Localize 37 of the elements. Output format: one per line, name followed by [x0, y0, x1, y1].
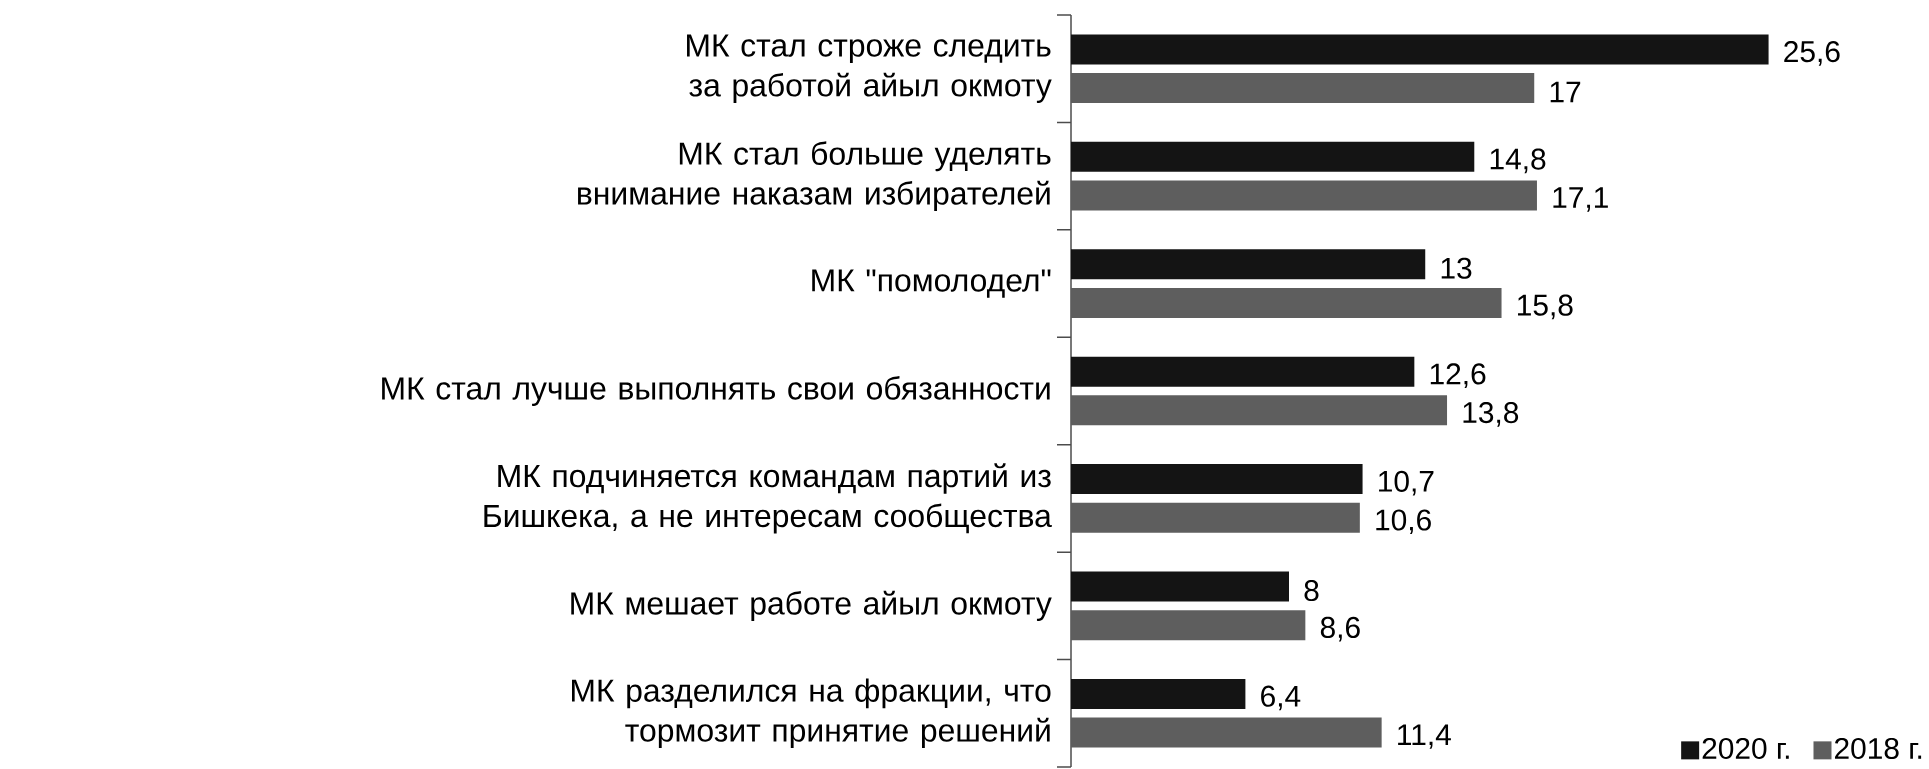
bar: [1071, 502, 1360, 533]
data-label: 10,6: [1376, 509, 1431, 535]
data-label: 13: [1441, 257, 1472, 279]
data-label: 10,7: [1379, 470, 1434, 496]
data-label: 25,6: [1784, 41, 1840, 66]
y-tick-label: МК "помолодел": [812, 269, 1051, 298]
data-label: 8,6: [1320, 616, 1360, 642]
data-label: 6,4: [1261, 685, 1301, 711]
bar: [1071, 717, 1382, 748]
bar: [1071, 287, 1502, 318]
legend-label: 2020 г.: [1702, 737, 1789, 760]
y-tick-label: МК разделился на фракции, что тормозит принятие решений: [572, 678, 1051, 749]
data-label: 12,6: [1430, 363, 1486, 389]
data-label: 8: [1304, 579, 1319, 602]
data-label: 15,8: [1518, 294, 1573, 320]
bar: [1071, 610, 1306, 641]
data-label: 17: [1550, 81, 1581, 103]
legend-label: 2018 г.: [1834, 737, 1922, 760]
y-tick-label: МК стал лучше выполнять свои обязанности: [382, 376, 1050, 406]
y-tick-label: МК стал больше уделять внимание наказам избирателей: [578, 141, 1051, 212]
bar: [1071, 464, 1363, 495]
data-label: 17,1: [1553, 187, 1608, 212]
bar: [1071, 395, 1448, 426]
bar: [1071, 34, 1769, 65]
y-tick-label: МК подчиняется командам партий из Бишкека, а не интересам сообщества: [484, 463, 1052, 534]
bar: [1071, 180, 1537, 211]
y-tick-label: МК мешает работе айыл окмоту: [571, 590, 1052, 621]
y-tick-label: МК стал строже следить за работой айыл окмоту: [687, 34, 1052, 103]
bar: [1071, 141, 1475, 172]
bar: [1071, 571, 1289, 602]
data-label: 11,4: [1398, 724, 1451, 749]
data-label: 13,8: [1463, 401, 1519, 427]
bar: [1071, 356, 1415, 387]
data-label: 14,8: [1490, 148, 1546, 174]
bar: [1071, 73, 1535, 104]
bar: [1071, 249, 1426, 280]
bar: [1071, 678, 1246, 709]
